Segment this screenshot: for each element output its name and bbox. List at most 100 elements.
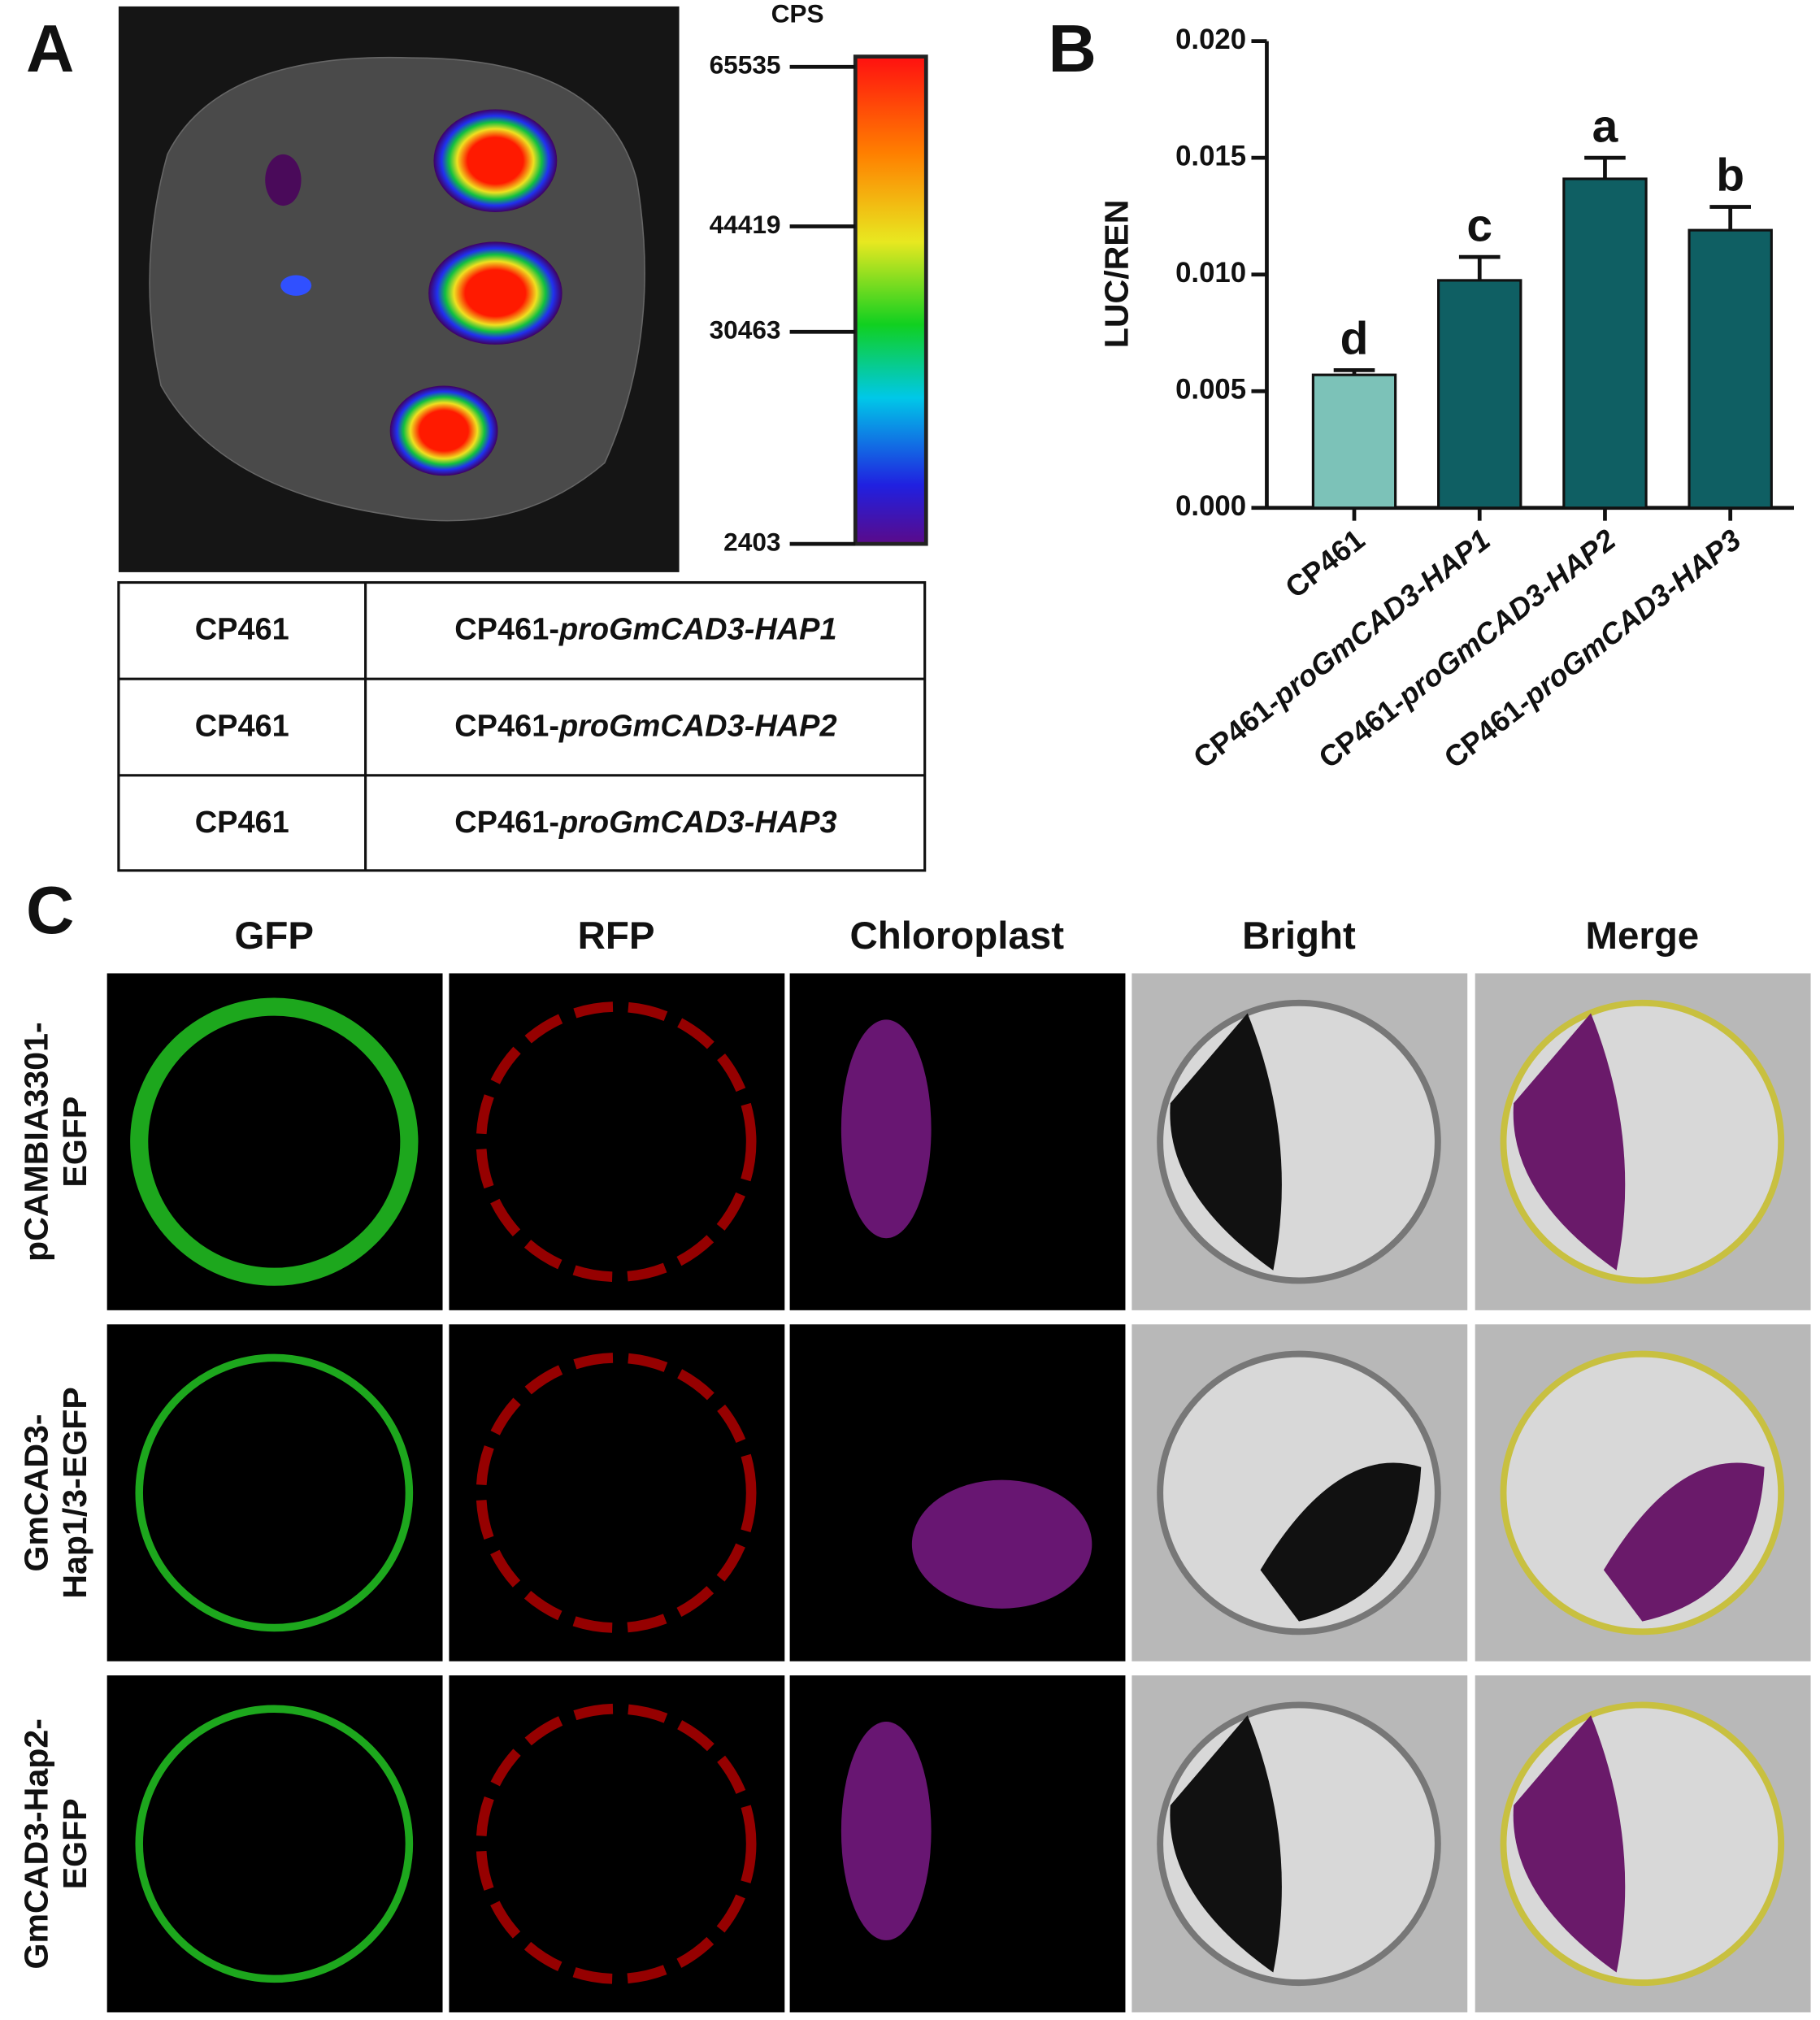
table-cell: CP461-proGmCAD3-HAP1 <box>454 613 836 647</box>
micrograph <box>1132 1324 1468 1662</box>
y-tick-label: 0.020 <box>1175 24 1246 55</box>
row-label: GmCAD3- <box>18 1414 55 1571</box>
micrograph-bg <box>449 973 785 1310</box>
text-part: CP461- <box>454 613 559 647</box>
micrograph <box>106 1675 443 2013</box>
micrograph-bg <box>449 1675 785 2013</box>
text-part: CP461- <box>454 806 559 840</box>
y-tick-label: 0.005 <box>1175 374 1246 405</box>
text-part: CP461- <box>1438 686 1537 774</box>
y-tick-label: 0.015 <box>1175 141 1246 172</box>
error-bar <box>1333 368 1375 376</box>
y-tick-label: 0.000 <box>1175 491 1246 522</box>
row-label: EGFP <box>56 1798 93 1889</box>
rfp-signal <box>476 1001 757 1283</box>
error-bar <box>1584 155 1626 180</box>
micrograph <box>1132 973 1468 1310</box>
column-header: Chloroplast <box>849 914 1064 958</box>
colorbar-tick-label: 30463 <box>710 315 781 345</box>
colorbar-tick-label: 65535 <box>710 50 781 80</box>
row-label: Hap1/3-EGFP <box>56 1387 93 1598</box>
micrograph <box>1132 1675 1468 2013</box>
micrograph <box>106 1324 443 1662</box>
micrograph <box>449 973 785 1310</box>
column-header: RFP <box>578 914 655 958</box>
significance-letter: d <box>1340 313 1369 365</box>
gfp-signal <box>135 1353 414 1632</box>
micrograph-bg <box>106 1675 443 2013</box>
micrograph <box>1475 973 1811 1310</box>
text-part-italic: proGmCAD3-HAP3 <box>1516 523 1747 714</box>
error-bar <box>1458 254 1501 280</box>
text-part-italic: proGmCAD3-HAP1 <box>1266 523 1496 714</box>
y-axis-label: LUC/REN <box>1097 200 1135 349</box>
micrograph-bg <box>789 1675 1126 2013</box>
text-part: CP461- <box>454 709 559 743</box>
micrograph-bg <box>789 973 1126 1310</box>
y-tick-label: 0.010 <box>1175 258 1246 289</box>
micrograph-bg <box>106 973 443 1310</box>
table-cell: CP461 <box>195 806 289 840</box>
cell-dark-region <box>1170 1013 1282 1271</box>
significance-letter: b <box>1716 150 1744 202</box>
colorbar <box>853 54 928 546</box>
rfp-signal <box>476 1353 757 1633</box>
bar <box>1311 373 1397 510</box>
micrograph <box>1475 1324 1811 1662</box>
cell-dark-region <box>1513 1715 1626 1973</box>
row-label: EGFP <box>56 1097 93 1188</box>
micrograph <box>449 1324 785 1662</box>
colorbar-label: CPS <box>771 0 824 28</box>
bar-chart: LUC/REN 0.000 0.005 0.010 0.015 0.020 CP461 d CP… <box>1097 24 1794 775</box>
chloroplast-signal <box>841 1722 932 1940</box>
table-cell: CP461-proGmCAD3-HAP3 <box>454 806 836 840</box>
text-part: CP461- <box>1187 686 1286 774</box>
column-header: GFP <box>235 914 315 958</box>
table-cell: CP461 <box>195 613 289 647</box>
bar <box>1437 279 1522 510</box>
colorbar-tick-label: 44419 <box>710 210 781 239</box>
micrograph <box>789 1675 1126 2013</box>
significance-letter: a <box>1592 100 1619 152</box>
panel-label: C <box>26 874 74 948</box>
error-bar <box>1709 205 1751 231</box>
cell-dark-region <box>1513 1013 1626 1271</box>
chloroplast-signal <box>841 1019 932 1239</box>
text-part-italic: proGmCAD3-HAP1 <box>558 613 837 647</box>
column-header: Bright <box>1242 914 1356 958</box>
row-label: GmCAD3-Hap2- <box>18 1718 55 1969</box>
micrograph-bg <box>449 1324 785 1662</box>
column-header: Merge <box>1585 914 1699 958</box>
text-part: CP461- <box>1312 686 1411 774</box>
gfp-signal <box>135 1705 414 1983</box>
table-cell: CP461 <box>195 709 289 743</box>
text-part-italic: proGmCAD3-HAP3 <box>558 806 837 840</box>
leaf-image <box>118 6 680 572</box>
significance-letter: c <box>1466 199 1492 251</box>
micrograph-bg <box>106 1324 443 1662</box>
x-tick-label: CP461 <box>1279 523 1370 605</box>
table-border <box>117 580 927 872</box>
bar <box>1562 177 1648 510</box>
bar <box>1688 228 1773 510</box>
chloroplast-signal <box>911 1479 1092 1609</box>
microscopy-grid: GFP RFP Chloroplast Bright Merge pCAMBIA3301-… <box>18 914 1811 2013</box>
micrograph <box>106 973 443 1310</box>
colorbar-tick-label: 2403 <box>723 527 780 556</box>
table-cell: CP461-proGmCAD3-HAP2 <box>454 709 836 743</box>
row-label: pCAMBIA3301- <box>18 1022 55 1262</box>
panel-label: A <box>26 12 74 86</box>
rfp-signal <box>476 1703 757 1984</box>
gfp-signal <box>130 997 419 1286</box>
micrograph <box>1475 1675 1811 2013</box>
text-part-italic: proGmCAD3-HAP2 <box>558 709 837 743</box>
cell-dark-region <box>1170 1715 1282 1973</box>
cell-dark-region <box>1260 1462 1422 1622</box>
panel-label: B <box>1049 12 1097 86</box>
micrograph <box>449 1675 785 2013</box>
text-part-italic: proGmCAD3-HAP2 <box>1391 523 1622 714</box>
micrograph <box>789 1324 1126 1662</box>
